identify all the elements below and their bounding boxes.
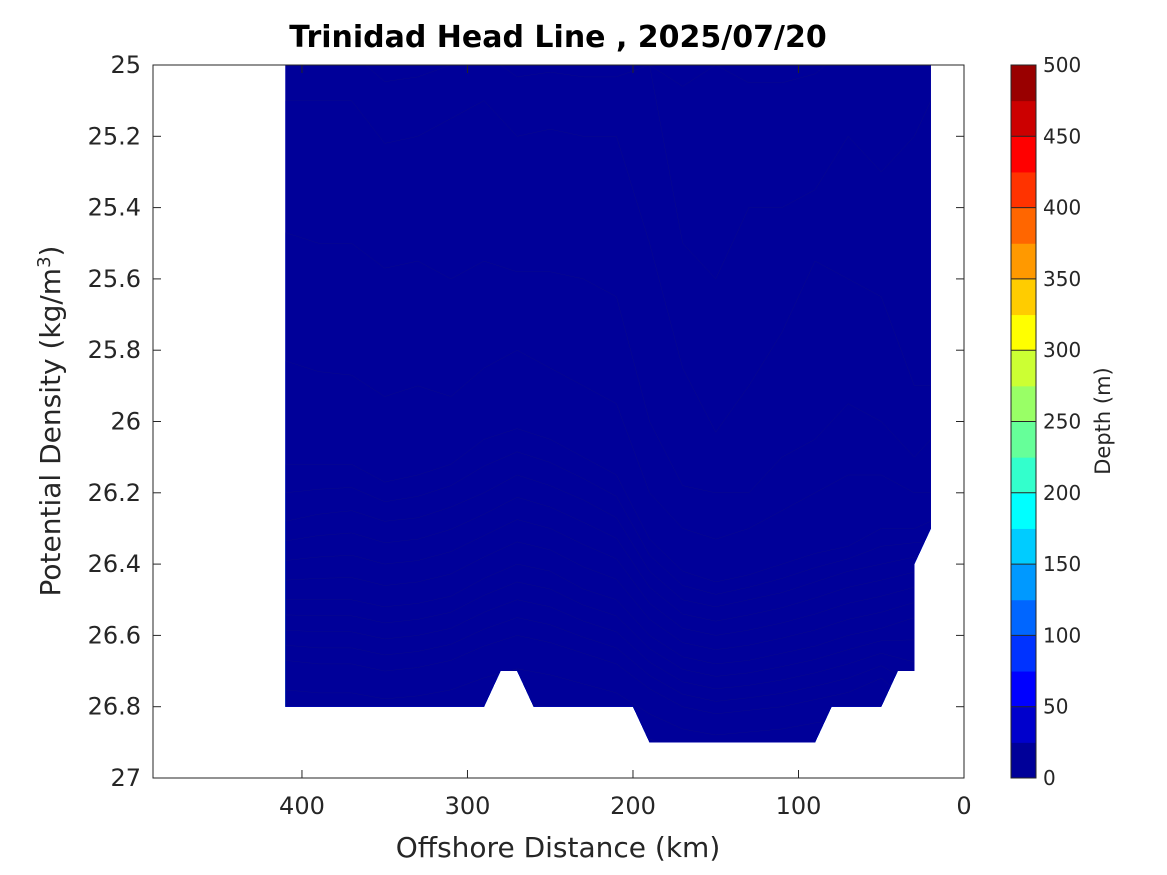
colorbar-tick-label: 350 [1043,267,1081,291]
contour-line [285,519,931,636]
colorbar-segment [1011,599,1036,636]
y-tick-label: 25.6 [88,265,141,293]
colorbar-segment [1011,136,1036,173]
colorbar-tick-label: 200 [1043,481,1081,505]
y-tick-label: 27 [110,764,141,792]
colorbar-segment [1011,243,1036,280]
contour-line [285,563,931,665]
y-tick-label: 26.2 [88,479,141,507]
colorbar-segment [1011,706,1036,743]
y-axis-label-close: ) [34,246,67,257]
contour-line [285,541,931,650]
colorbar-segment [1011,314,1036,351]
colorbar-segment [1011,528,1036,565]
colorbar-segment [1011,278,1036,316]
colorbar [1011,65,1036,779]
contour-line [285,581,931,677]
y-tick-label: 26.8 [88,693,141,721]
y-axis-label: Potential Density (kg/m3) [34,246,68,597]
y-tick-label: 26.6 [88,621,141,649]
x-tick-label: 0 [956,792,971,820]
y-tick-label: 25.8 [88,336,141,364]
colorbar-segment [1011,207,1036,244]
y-tick-label: 26.4 [88,550,141,578]
colorbar-segment [1011,385,1036,422]
contour-line [285,232,931,493]
y-axis-label-sup: 3 [34,256,55,267]
colorbar-ticks: 0 50 100 150 200 250 300 350 400 450 500 [1011,53,1081,790]
contour-bands [285,65,931,743]
colorbar-segment [1011,171,1036,209]
colorbar-tick-label: 150 [1043,552,1081,576]
colorbar-tick-label: 450 [1043,124,1081,148]
colorbar-segment [1011,100,1036,137]
y-axis-label-main: Potential Density (kg/m [34,268,67,597]
contour-line [285,635,931,722]
colorbar-segment [1011,421,1036,458]
y-tick-label: 25.2 [88,122,141,150]
colorbar-segment [1011,564,1036,601]
x-tick-label: 400 [279,792,325,820]
x-tick-label: 300 [445,792,491,820]
colorbar-segment [1011,742,1036,779]
colorbar-segment [1011,635,1036,672]
y-tick-label: 25.4 [88,194,141,222]
contour-line [285,451,931,595]
contour-line [285,474,931,608]
contour-line [285,65,931,280]
y-tick-label: 26 [110,408,141,436]
contour-line [285,100,931,433]
x-tick-label: 200 [610,792,656,820]
y-axis-ticks: 25 25.2 25.4 25.6 25.8 26 26.2 26.4 26.6 26.8 27 [88,51,964,792]
colorbar-tick-label: 0 [1043,766,1056,790]
contour-line [285,599,931,690]
colorbar-segment [1011,350,1036,387]
contour-line [285,617,931,702]
colorbar-tick-label: 50 [1043,695,1068,719]
colorbar-tick-label: 400 [1043,196,1081,220]
colorbar-segment [1011,457,1036,494]
x-axis-label: Offshore Distance (km) [396,831,721,864]
colorbar-tick-label: 100 [1043,623,1081,647]
colorbar-tick-label: 500 [1043,53,1081,77]
colorbar-tick-label: 250 [1043,410,1081,434]
colorbar-segment [1011,492,1036,529]
chart-title: Trinidad Head Line , 2025/07/20 [289,20,826,55]
colorbar-segment [1011,65,1036,102]
colorbar-label: Depth (m) [1091,367,1115,474]
contour-line [285,428,931,583]
y-tick-label: 25 [110,51,141,79]
x-tick-label: 100 [776,792,822,820]
contour-band [285,65,931,743]
colorbar-tick-label: 300 [1043,338,1081,362]
contour-line [285,497,931,622]
x-axis-ticks: 400 300 200 100 0 [279,65,972,820]
colorbar-segment [1011,671,1036,708]
contour-line [285,350,931,540]
